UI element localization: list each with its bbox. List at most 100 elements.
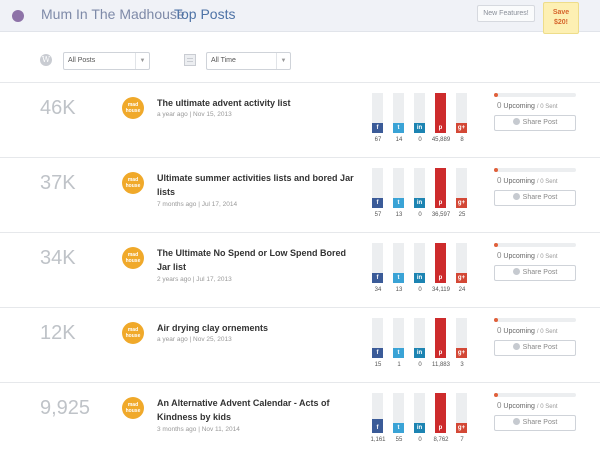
googleplus-icon: g+ — [456, 198, 467, 208]
sent-count: / 0 Sent — [536, 329, 558, 335]
share-count: 1 — [397, 362, 401, 368]
googleplus-icon: g+ — [456, 423, 467, 433]
share-bar: f — [372, 393, 383, 433]
progress-dot — [494, 318, 498, 322]
post-row: 46K mad house The ultimate advent activity… — [0, 82, 600, 157]
share-bars: f 15 t 1 in 0 p 11,883 g+ 3 — [372, 318, 472, 372]
share-bar-fill — [435, 318, 446, 358]
twitter-icon: t — [393, 123, 404, 133]
googleplus-icon: g+ — [456, 348, 467, 358]
time-filter-select[interactable]: All Time ▼ — [206, 52, 291, 70]
share-count: 11,883 — [432, 362, 450, 368]
share-bar: g+ — [456, 243, 467, 283]
share-count: 34,119 — [432, 287, 450, 293]
facebook-icon: f — [372, 198, 383, 208]
share-count: 14 — [395, 137, 403, 143]
pinterest-icon: p — [435, 423, 446, 433]
site-name[interactable]: Mum In The Madhouse — [41, 6, 185, 22]
upcoming-label: Upcoming — [503, 403, 535, 410]
share-bar: in — [414, 243, 425, 283]
share-bar: g+ — [456, 168, 467, 208]
share-bar-fill — [435, 393, 446, 433]
posts-filter-value: All Posts — [68, 57, 96, 64]
new-features-button[interactable]: New Features! — [477, 5, 535, 22]
share-count: 7 — [460, 437, 464, 443]
share-post-label: Share Post — [522, 344, 558, 351]
upcoming-progress — [494, 318, 576, 322]
upcoming-label: Upcoming — [503, 178, 535, 185]
share-bar: t — [393, 393, 404, 433]
sent-count: / 0 Sent — [536, 104, 558, 110]
gear-icon — [512, 418, 520, 425]
share-bar: p — [435, 318, 446, 358]
share-post-button[interactable]: Share Post — [494, 190, 576, 206]
linkedin-icon: in — [414, 123, 425, 133]
upcoming-status: 0 Upcoming / 0 Sent — [497, 176, 558, 185]
twitter-icon: t — [393, 273, 404, 283]
save-badge-line2: $20! — [553, 19, 568, 26]
share-bar: p — [435, 393, 446, 433]
share-bar: f — [372, 318, 383, 358]
share-post-button[interactable]: Share Post — [494, 415, 576, 431]
posts-filter-select[interactable]: All Posts ▼ — [63, 52, 150, 70]
share-count: 0 — [418, 137, 422, 143]
post-meta: a year ago | Nov 25, 2013 — [157, 336, 232, 343]
upcoming-status: 0 Upcoming / 0 Sent — [497, 326, 558, 335]
share-post-button[interactable]: Share Post — [494, 265, 576, 281]
upcoming-progress — [494, 393, 576, 397]
upcoming-progress — [494, 168, 576, 172]
upcoming-label: Upcoming — [503, 103, 535, 110]
linkedin-icon: in — [414, 348, 425, 358]
post-title[interactable]: The ultimate advent activity list — [157, 98, 291, 108]
post-title[interactable]: Air drying clay ornements — [157, 323, 269, 333]
share-bar-fill — [435, 93, 446, 133]
linkedin-icon: in — [414, 423, 425, 433]
share-bar: p — [435, 243, 446, 283]
post-views: 9,925 — [40, 397, 91, 419]
gear-icon — [512, 118, 520, 125]
post-views: 34K — [40, 247, 76, 269]
post-avatar: mad house — [122, 247, 144, 269]
share-count: 0 — [418, 287, 422, 293]
site-avatar-dot[interactable] — [12, 10, 24, 22]
progress-dot — [494, 168, 498, 172]
wordpress-icon: W — [40, 54, 52, 66]
linkedin-icon: in — [414, 273, 425, 283]
facebook-icon: f — [372, 423, 383, 433]
share-bar: in — [414, 393, 425, 433]
post-title[interactable]: Ultimate summer activities lists and bor… — [157, 173, 354, 197]
share-post-label: Share Post — [522, 269, 558, 276]
share-count: 34 — [374, 287, 382, 293]
post-title[interactable]: An Alternative Advent Calendar - Acts of… — [157, 398, 330, 422]
upcoming-count: 0 — [497, 326, 502, 335]
calendar-icon — [184, 54, 196, 66]
post-meta: 2 years ago | Jul 17, 2013 — [157, 276, 232, 283]
share-bar: f — [372, 168, 383, 208]
share-bars: f 67 t 14 in 0 p 45,889 g+ 8 — [372, 93, 472, 147]
time-filter-value: All Time — [211, 57, 236, 64]
upcoming-status: 0 Upcoming / 0 Sent — [497, 101, 558, 110]
share-post-button[interactable]: Share Post — [494, 340, 576, 356]
post-row: 9,925 mad house An Alternative Advent Cale… — [0, 382, 600, 457]
top-header: Mum In The Madhouse Top Posts New Featur… — [0, 0, 600, 34]
share-post-button[interactable]: Share Post — [494, 115, 576, 131]
facebook-icon: f — [372, 348, 383, 358]
sent-count: / 0 Sent — [536, 179, 558, 185]
share-count: 13 — [395, 287, 403, 293]
linkedin-icon: in — [414, 198, 425, 208]
share-count: 36,597 — [431, 212, 451, 218]
facebook-icon: f — [372, 123, 383, 133]
gear-icon — [512, 268, 520, 275]
post-views: 12K — [40, 322, 76, 344]
googleplus-icon: g+ — [456, 273, 467, 283]
post-title[interactable]: The Ultimate No Spend or Low Spend Bored… — [157, 248, 347, 272]
save-badge[interactable]: Save $20! — [543, 2, 579, 34]
gear-icon — [512, 193, 520, 200]
share-post-label: Share Post — [522, 119, 558, 126]
share-count: 8 — [460, 137, 464, 143]
share-bars: f 34 t 13 in 0 p 34,119 g+ 24 — [372, 243, 472, 297]
share-count: 15 — [374, 362, 382, 368]
share-bar: p — [435, 168, 446, 208]
pinterest-icon: p — [435, 348, 446, 358]
share-bar: t — [393, 93, 404, 133]
